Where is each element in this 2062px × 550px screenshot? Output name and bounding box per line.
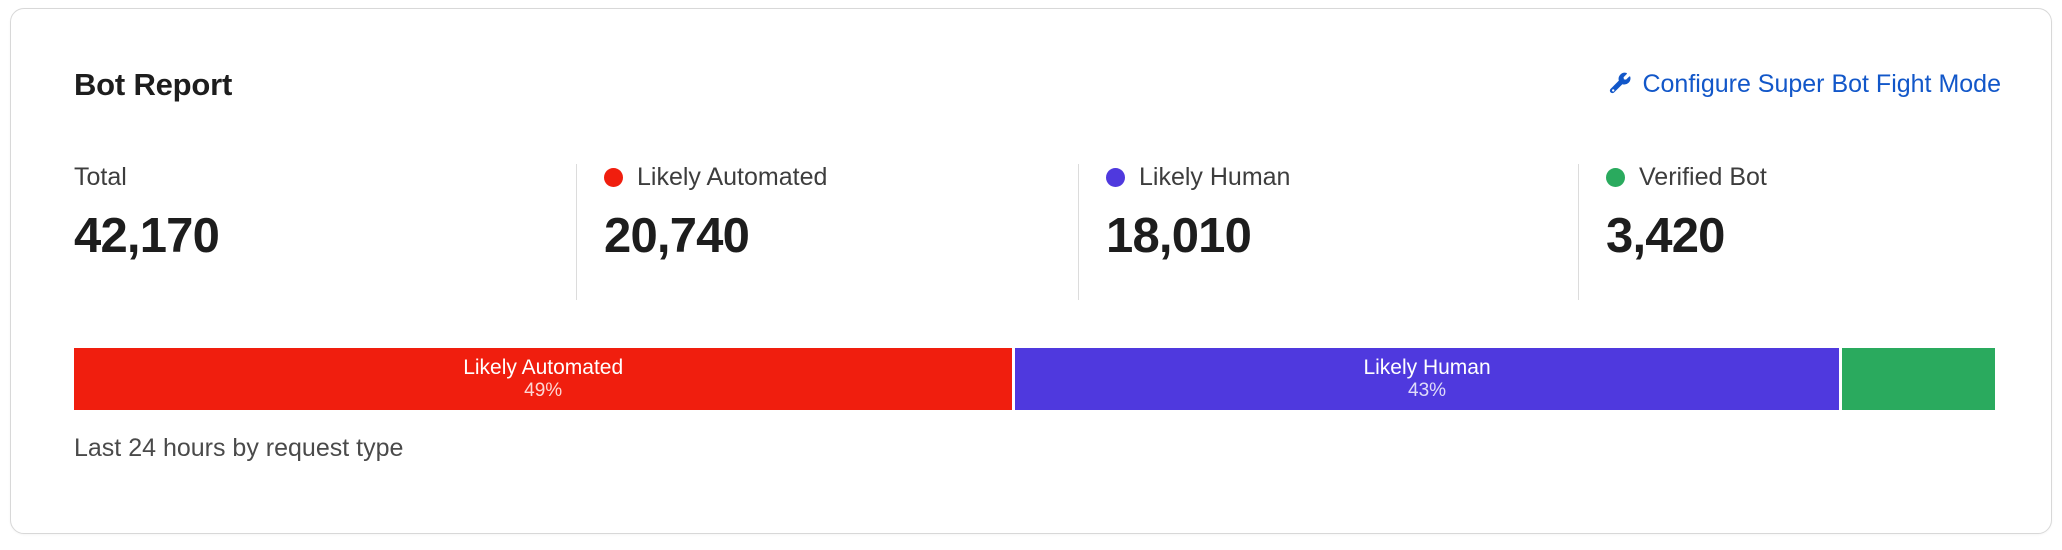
bar-segment-likely-automated[interactable]: Likely Automated 49% (74, 348, 1013, 410)
stat-value: 20,740 (604, 209, 750, 263)
stat-likely-automated: Likely Automated 20,740 (576, 164, 1078, 300)
page-title: Bot Report (74, 66, 233, 102)
stat-label-text: Likely Automated (637, 162, 828, 191)
bar-segment-likely-human[interactable]: Likely Human 43% (1015, 348, 1839, 410)
status-dot-likely-human (1106, 167, 1125, 187)
status-dot-likely-automated (604, 167, 623, 187)
stat-label-text: Total (74, 162, 127, 191)
stat-value: 42,170 (74, 209, 220, 263)
bar-segment-percent: 49% (524, 379, 563, 401)
stat-label-text: Verified Bot (1639, 162, 1767, 191)
bar-segment-label: Likely Human (1363, 355, 1491, 379)
stat-likely-human: Likely Human 18,010 (1078, 164, 1578, 300)
status-dot-verified-bot (1606, 167, 1625, 187)
card-header: Bot Report Configure Super Bot Fight Mod… (74, 59, 2001, 109)
bot-report-card: Bot Report Configure Super Bot Fight Mod… (10, 8, 2052, 534)
bar-segment-label: Likely Automated (463, 355, 624, 379)
stat-label-row: Verified Bot (1606, 164, 2038, 190)
stat-value: 18,010 (1106, 209, 1252, 263)
stat-value: 3,420 (1606, 209, 1725, 263)
stats-row: Total 42,170 Likely Automated 20,740 Lik… (74, 164, 1999, 300)
configure-super-bot-fight-mode-link[interactable]: Configure Super Bot Fight Mode (1609, 69, 2001, 98)
stat-total: Total 42,170 (74, 164, 576, 300)
wrench-icon (1609, 72, 1633, 96)
stat-label-row: Likely Automated (604, 164, 1078, 190)
stat-verified-bot: Verified Bot 3,420 (1578, 164, 2038, 300)
configure-link-label: Configure Super Bot Fight Mode (1642, 69, 2001, 98)
stacked-bar-chart: Likely Automated 49% Likely Human 43% (74, 348, 1995, 410)
stat-label-row: Total (74, 164, 576, 190)
chart-caption: Last 24 hours by request type (74, 434, 404, 462)
bar-segment-verified-bot[interactable] (1841, 348, 1995, 410)
bar-segment-percent: 43% (1408, 379, 1447, 401)
stat-label-row: Likely Human (1106, 164, 1578, 190)
stat-label-text: Likely Human (1139, 162, 1291, 191)
